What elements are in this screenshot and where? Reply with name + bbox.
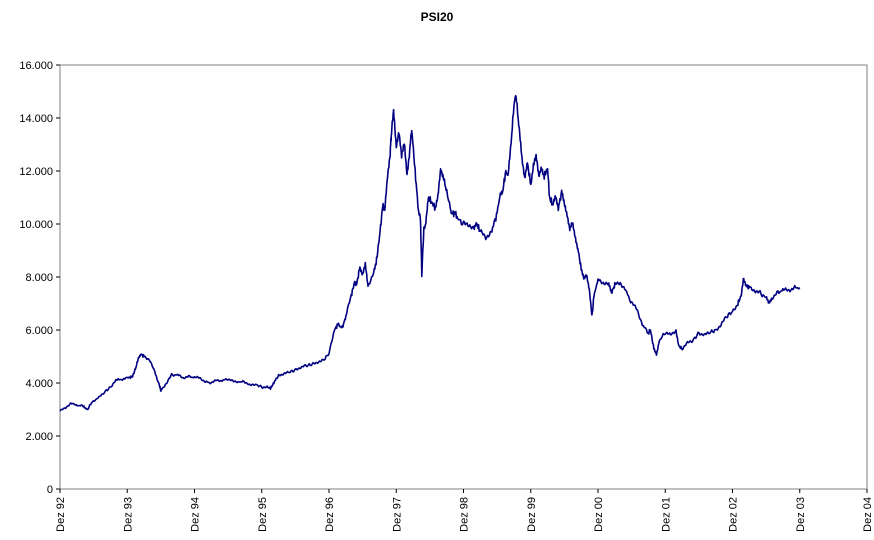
series-line — [59, 95, 801, 412]
y-tick-label: 16.000 — [19, 60, 53, 72]
x-tick-label: Dez 97 — [391, 497, 403, 532]
y-tick-label: 8.000 — [25, 272, 53, 284]
x-tick-label: Dez 98 — [459, 497, 471, 532]
chart-title: PSI20 — [420, 10, 454, 24]
y-tick-label: 2.000 — [25, 431, 53, 443]
x-tick-label: Dez 99 — [526, 497, 538, 532]
x-tick-label: Dez 02 — [728, 497, 740, 532]
y-tick-label: 6.000 — [25, 325, 53, 337]
y-tick-label: 10.000 — [19, 219, 53, 231]
y-axis: 0 2.000 4.000 6.000 8.000 10.000 12.000 14.000 1… — [19, 60, 60, 496]
series-group — [59, 95, 801, 412]
x-tick-label: Dez 01 — [660, 497, 672, 532]
y-tick-label: 12.000 — [19, 166, 53, 178]
plot-area — [59, 64, 868, 490]
x-tick-label: Dez 96 — [324, 497, 336, 532]
x-tick-label: Dez 92 — [55, 497, 67, 532]
x-tick-label: Dez 95 — [257, 497, 269, 532]
x-axis: Dez 92 Dez 93 Dez 94 Dez 95 Dez 96 Dez 97 Dez … — [55, 489, 874, 532]
x-tick-label: Dez 93 — [122, 497, 134, 532]
y-tick-label: 14.000 — [19, 113, 53, 125]
x-tick-label: Dez 00 — [593, 497, 605, 532]
y-tick-label: 4.000 — [25, 378, 53, 390]
x-tick-label: Dez 94 — [190, 497, 202, 532]
x-tick-label: Dez 04 — [862, 497, 874, 532]
y-tick-label: 0 — [47, 484, 53, 496]
x-tick-label: Dez 03 — [795, 497, 807, 532]
